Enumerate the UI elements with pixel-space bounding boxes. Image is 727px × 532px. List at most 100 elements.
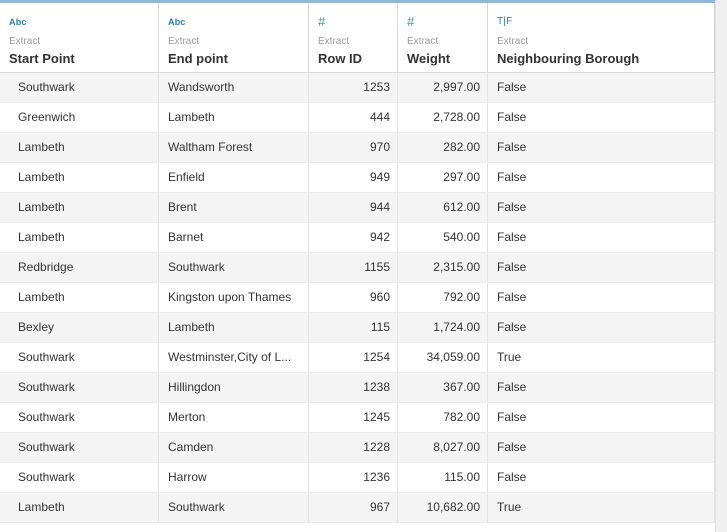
- cell-weight[interactable]: 367.00: [398, 373, 488, 402]
- cell-neighbouring-borough[interactable]: False: [488, 463, 715, 492]
- table-row[interactable]: Lambeth Kingston upon Thames 960 792.00 Fals…: [0, 283, 715, 313]
- cell-row-id[interactable]: 1228: [309, 433, 398, 462]
- string-type-icon[interactable]: Abc: [9, 17, 27, 27]
- cell-start-point[interactable]: Southwark: [0, 463, 159, 492]
- boolean-type-icon[interactable]: T|F: [497, 16, 513, 27]
- cell-end-point[interactable]: Lambeth: [159, 313, 309, 342]
- cell-neighbouring-borough[interactable]: False: [488, 253, 715, 282]
- cell-weight[interactable]: 8,027.00: [398, 433, 488, 462]
- cell-start-point[interactable]: Bexley: [0, 313, 159, 342]
- table-row[interactable]: Southwark Merton 1245 782.00 False: [0, 403, 715, 433]
- cell-row-id[interactable]: 444: [309, 103, 398, 132]
- cell-neighbouring-borough[interactable]: False: [488, 223, 715, 252]
- cell-neighbouring-borough[interactable]: False: [488, 73, 715, 102]
- cell-neighbouring-borough[interactable]: True: [488, 493, 715, 522]
- cell-start-point[interactable]: Redbridge: [0, 253, 159, 282]
- cell-end-point[interactable]: Enfield: [159, 163, 309, 192]
- cell-start-point[interactable]: Southwark: [0, 373, 159, 402]
- cell-neighbouring-borough[interactable]: False: [488, 403, 715, 432]
- cell-start-point[interactable]: Lambeth: [0, 223, 159, 252]
- cell-row-id[interactable]: 1254: [309, 343, 398, 372]
- cell-neighbouring-borough[interactable]: True: [488, 343, 715, 372]
- cell-row-id[interactable]: 949: [309, 163, 398, 192]
- cell-end-point[interactable]: Camden: [159, 433, 309, 462]
- cell-end-point[interactable]: Westminster,City of L...: [159, 343, 309, 372]
- cell-row-id[interactable]: 1155: [309, 253, 398, 282]
- cell-end-point[interactable]: Kingston upon Thames: [159, 283, 309, 312]
- cell-start-point[interactable]: Southwark: [0, 403, 159, 432]
- cell-neighbouring-borough[interactable]: False: [488, 373, 715, 402]
- column-header-end-point[interactable]: Abc Extract End point: [159, 3, 309, 73]
- cell-row-id[interactable]: 970: [309, 133, 398, 162]
- cell-end-point[interactable]: Southwark: [159, 493, 309, 522]
- cell-start-point[interactable]: Lambeth: [0, 193, 159, 222]
- table-row[interactable]: Southwark Hillingdon 1238 367.00 False: [0, 373, 715, 403]
- cell-neighbouring-borough[interactable]: False: [488, 433, 715, 462]
- cell-weight[interactable]: 297.00: [398, 163, 488, 192]
- cell-weight[interactable]: 540.00: [398, 223, 488, 252]
- cell-start-point[interactable]: Southwark: [0, 343, 159, 372]
- vertical-scrollbar[interactable]: [715, 0, 727, 532]
- cell-row-id[interactable]: 1245: [309, 403, 398, 432]
- table-row[interactable]: Lambeth Southwark 967 10,682.00 True: [0, 493, 715, 523]
- cell-weight[interactable]: 34,059.00: [398, 343, 488, 372]
- cell-row-id[interactable]: 115: [309, 313, 398, 342]
- cell-row-id[interactable]: 1238: [309, 373, 398, 402]
- cell-row-id[interactable]: 1253: [309, 73, 398, 102]
- number-type-icon[interactable]: #: [318, 14, 326, 29]
- cell-start-point[interactable]: Lambeth: [0, 283, 159, 312]
- cell-start-point[interactable]: Lambeth: [0, 493, 159, 522]
- cell-end-point[interactable]: Harrow: [159, 463, 309, 492]
- cell-start-point[interactable]: Lambeth: [0, 163, 159, 192]
- cell-end-point[interactable]: Barnet: [159, 223, 309, 252]
- cell-neighbouring-borough[interactable]: False: [488, 133, 715, 162]
- cell-start-point[interactable]: Southwark: [0, 433, 159, 462]
- cell-weight[interactable]: 792.00: [398, 283, 488, 312]
- cell-end-point[interactable]: Southwark: [159, 253, 309, 282]
- table-row[interactable]: Lambeth Waltham Forest 970 282.00 False: [0, 133, 715, 163]
- cell-start-point[interactable]: Greenwich: [0, 103, 159, 132]
- cell-end-point[interactable]: Waltham Forest: [159, 133, 309, 162]
- cell-row-id[interactable]: 960: [309, 283, 398, 312]
- table-row[interactable]: Greenwich Lambeth 444 2,728.00 False: [0, 103, 715, 133]
- cell-neighbouring-borough[interactable]: False: [488, 163, 715, 192]
- cell-row-id[interactable]: 1236: [309, 463, 398, 492]
- column-header-start-point[interactable]: Abc Extract Start Point: [0, 3, 159, 73]
- column-header-row-id[interactable]: # Extract Row ID: [309, 3, 398, 73]
- cell-neighbouring-borough[interactable]: False: [488, 103, 715, 132]
- cell-weight[interactable]: 612.00: [398, 193, 488, 222]
- cell-end-point[interactable]: Wandsworth: [159, 73, 309, 102]
- string-type-icon[interactable]: Abc: [168, 17, 186, 27]
- table-row[interactable]: Southwark Camden 1228 8,027.00 False: [0, 433, 715, 463]
- cell-end-point[interactable]: Hillingdon: [159, 373, 309, 402]
- table-row[interactable]: Lambeth Barnet 942 540.00 False: [0, 223, 715, 253]
- cell-end-point[interactable]: Merton: [159, 403, 309, 432]
- cell-start-point[interactable]: Southwark: [0, 73, 159, 102]
- column-header-weight[interactable]: # Extract Weight: [398, 3, 488, 73]
- cell-weight[interactable]: 115.00: [398, 463, 488, 492]
- table-row[interactable]: Southwark Westminster,City of L... 1254 34,…: [0, 343, 715, 373]
- table-row[interactable]: Southwark Harrow 1236 115.00 False: [0, 463, 715, 493]
- cell-row-id[interactable]: 942: [309, 223, 398, 252]
- cell-row-id[interactable]: 967: [309, 493, 398, 522]
- cell-weight[interactable]: 10,682.00: [398, 493, 488, 522]
- cell-weight[interactable]: 782.00: [398, 403, 488, 432]
- cell-neighbouring-borough[interactable]: False: [488, 283, 715, 312]
- column-header-neighbouring-borough[interactable]: T|F Extract Neighbouring Borough: [488, 3, 715, 73]
- cell-weight[interactable]: 2,315.00: [398, 253, 488, 282]
- cell-row-id[interactable]: 944: [309, 193, 398, 222]
- cell-end-point[interactable]: Lambeth: [159, 103, 309, 132]
- table-row[interactable]: Lambeth Enfield 949 297.00 False: [0, 163, 715, 193]
- table-row[interactable]: Redbridge Southwark 1155 2,315.00 False: [0, 253, 715, 283]
- cell-weight[interactable]: 2,997.00: [398, 73, 488, 102]
- cell-weight[interactable]: 2,728.00: [398, 103, 488, 132]
- cell-end-point[interactable]: Brent: [159, 193, 309, 222]
- cell-neighbouring-borough[interactable]: False: [488, 313, 715, 342]
- cell-weight[interactable]: 282.00: [398, 133, 488, 162]
- table-row[interactable]: Bexley Lambeth 115 1,724.00 False: [0, 313, 715, 343]
- cell-start-point[interactable]: Lambeth: [0, 133, 159, 162]
- cell-neighbouring-borough[interactable]: False: [488, 193, 715, 222]
- cell-weight[interactable]: 1,724.00: [398, 313, 488, 342]
- number-type-icon[interactable]: #: [407, 14, 415, 29]
- table-row[interactable]: Southwark Wandsworth 1253 2,997.00 False: [0, 73, 715, 103]
